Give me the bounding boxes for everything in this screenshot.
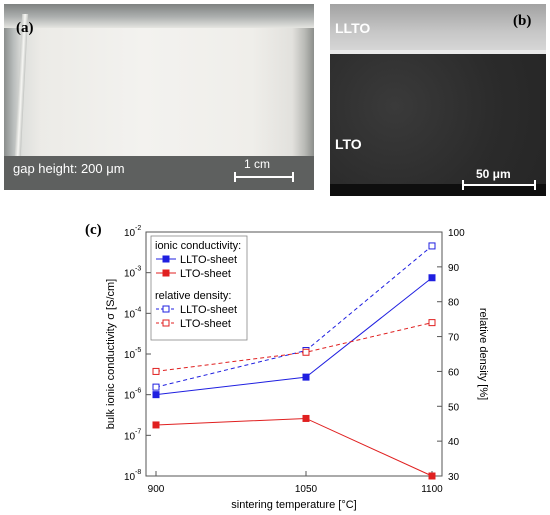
sem-scale-bar xyxy=(462,180,536,190)
llto-sheet-conductivity-point xyxy=(428,274,436,282)
right-axis-ticks: 30 40 50 60 70 80 90 100 xyxy=(437,228,465,483)
x-tick-label: 1050 xyxy=(295,484,318,495)
panel-label-a: (a) xyxy=(16,20,34,36)
legend-swatch-marker xyxy=(162,319,170,327)
lto-sheet-conductivity-line xyxy=(155,417,433,477)
left-tick-exponent: -5 xyxy=(135,347,141,354)
right-tick-label: 30 xyxy=(448,472,460,483)
llto-sheet-density-point xyxy=(428,242,436,250)
left-tick-label: 10 xyxy=(124,228,136,239)
right-tick-label: 100 xyxy=(448,228,465,239)
right-tick-label: 90 xyxy=(448,263,460,274)
lto-sheet-conductivity-point xyxy=(302,414,310,422)
gap-height-caption: gap height: 200 μm xyxy=(13,161,125,176)
legend-group-conductivity: ionic conductivity: xyxy=(155,240,241,252)
lto-layer xyxy=(330,54,546,184)
x-tick-label: 900 xyxy=(148,484,165,495)
legend-entry-label: LTO-sheet xyxy=(180,318,231,330)
legend-swatch-marker xyxy=(162,269,170,277)
llto-layer xyxy=(330,4,546,50)
left-tick-label: 10 xyxy=(124,269,136,280)
left-tick-exponent: -8 xyxy=(135,469,141,476)
photo-scale-bar xyxy=(234,172,294,182)
legend-entry-label: LTO-sheet xyxy=(180,268,231,280)
lto-sheet-conductivity-point xyxy=(428,472,436,480)
left-tick-label: 10 xyxy=(124,472,136,483)
legend-group-density: relative density: xyxy=(155,290,231,302)
panel-label-c: (c) xyxy=(85,222,102,238)
right-tick-label: 40 xyxy=(448,437,460,448)
photo-panel: gap height: 200 μm 1 cm xyxy=(4,4,314,190)
legend-entry-label: LLTO-sheet xyxy=(180,254,237,266)
left-tick-exponent: -2 xyxy=(135,225,141,232)
right-tick-label: 70 xyxy=(448,333,460,344)
left-axis-label: bulk ionic conductivity σ [S/cm] xyxy=(105,279,117,429)
lto-layer-label: LTO xyxy=(335,136,362,152)
left-tick-label: 10 xyxy=(124,350,136,361)
legend-swatch-marker xyxy=(162,305,170,313)
llto-layer-label: LLTO xyxy=(335,20,371,36)
lto-sheet-density-point xyxy=(152,367,160,375)
sheet-edge xyxy=(13,14,29,174)
right-tick-label: 80 xyxy=(448,298,460,309)
left-tick-exponent: -4 xyxy=(135,306,141,313)
lto-sheet-density-point xyxy=(302,348,310,356)
lto-sheet-conductivity-point xyxy=(152,421,160,429)
sem-scale-label: 50 μm xyxy=(476,167,511,181)
lto-sheet-density-point xyxy=(428,319,436,327)
sem-bottom-edge xyxy=(330,184,546,196)
panel-label-b: (b) xyxy=(513,13,532,29)
x-axis-label: sintering temperature [°C] xyxy=(231,499,356,511)
legend-swatch-marker xyxy=(162,255,170,263)
photo-caption-bar xyxy=(4,156,314,190)
left-tick-label: 10 xyxy=(124,431,136,442)
x-tick-label: 1100 xyxy=(421,484,443,495)
x-axis-ticks: 900 1050 1100 xyxy=(148,471,443,495)
left-tick-exponent: -7 xyxy=(135,428,141,435)
right-tick-label: 60 xyxy=(448,367,460,378)
photo-scale-label: 1 cm xyxy=(244,157,271,171)
left-tick-exponent: -6 xyxy=(135,388,141,395)
llto-sheet-conductivity-point xyxy=(152,391,160,399)
left-tick-label: 10 xyxy=(124,391,136,402)
lto-sheet-density-line xyxy=(155,322,433,372)
sem-panel: LLTO LTO 50 μm xyxy=(330,4,546,196)
photo-background xyxy=(4,4,314,28)
left-axis-ticks: 10-810-710-610-510-410-310-2 xyxy=(124,225,151,483)
legend: ionic conductivity: relative density: LL… xyxy=(150,235,248,341)
layer-interface xyxy=(330,50,546,54)
left-tick-exponent: -3 xyxy=(135,266,141,273)
conductivity-density-chart: (c) 10-810-710-610-510-410-310-2 3040506… xyxy=(85,222,489,511)
right-tick-label: 50 xyxy=(448,402,460,413)
right-axis-label: relative density [%] xyxy=(477,308,489,400)
legend-entry-label: LLTO-sheet xyxy=(180,304,237,316)
series-layer xyxy=(152,242,436,480)
llto-sheet-density-point xyxy=(152,383,160,391)
llto-sheet-conductivity-point xyxy=(302,373,310,381)
left-tick-label: 10 xyxy=(124,309,136,320)
